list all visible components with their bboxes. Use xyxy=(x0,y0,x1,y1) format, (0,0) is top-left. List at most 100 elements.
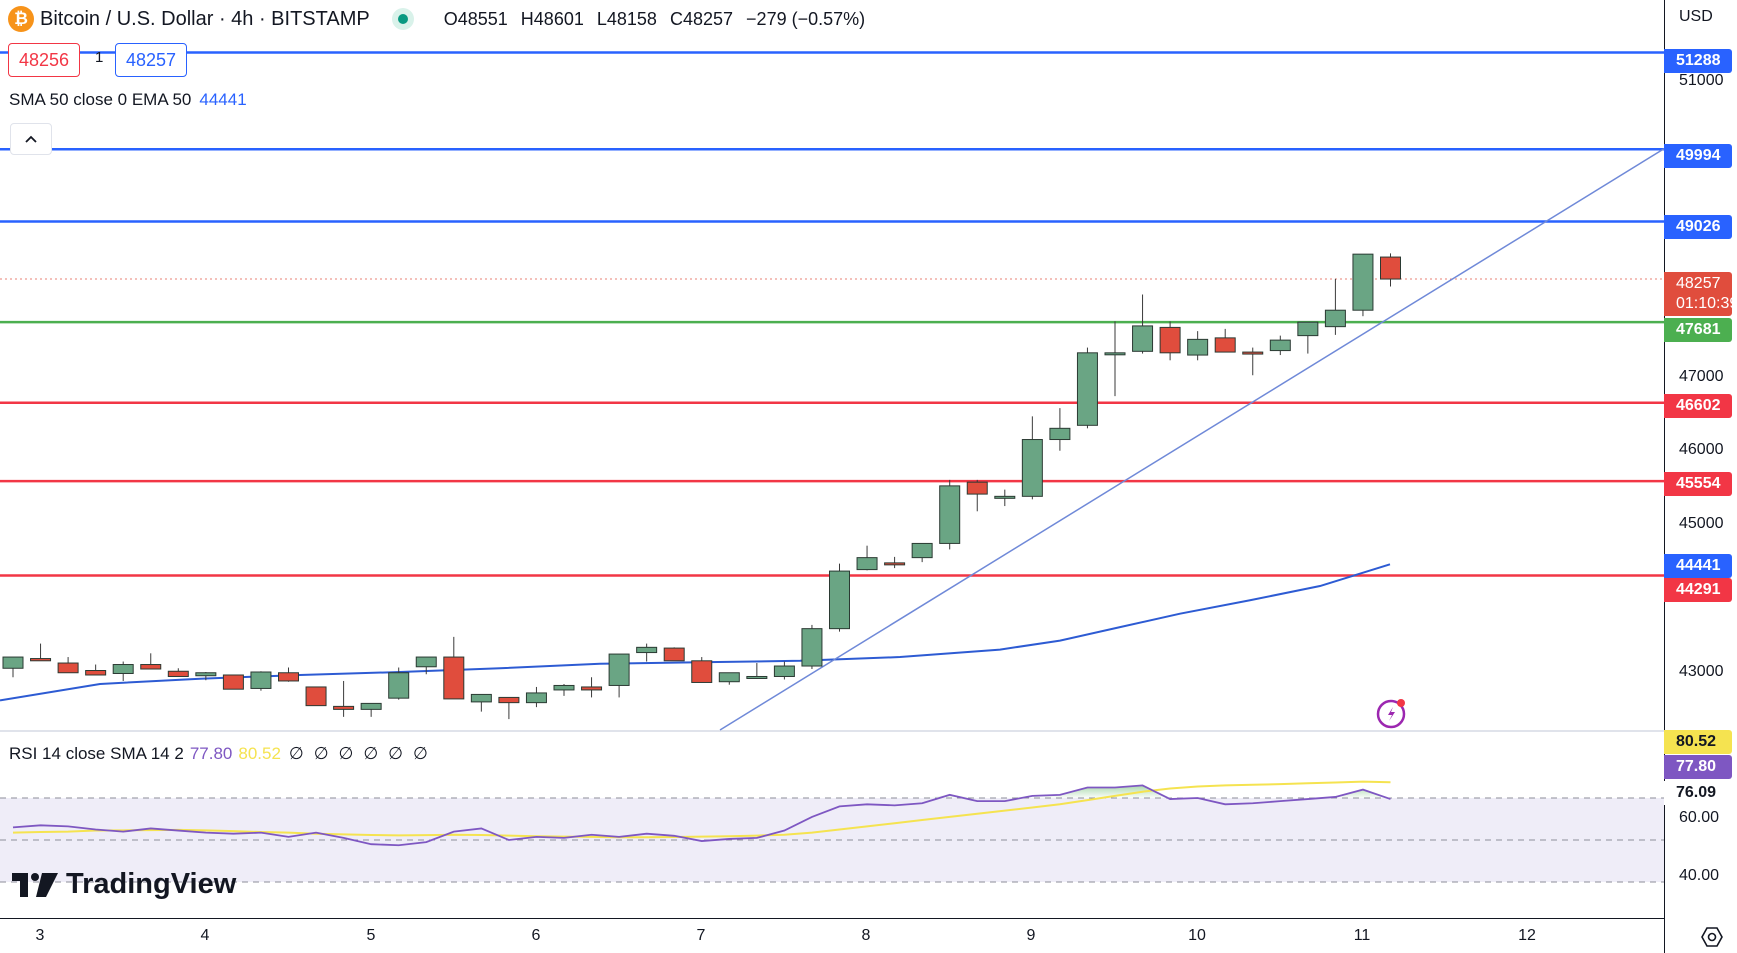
bullish-candle xyxy=(1352,253,1374,311)
rsi-sma-label: 80.52 xyxy=(1664,730,1732,754)
ohlc-open: O48551 xyxy=(443,8,508,29)
bullish-candle xyxy=(195,672,217,677)
tradingview-logo-text: TradingView xyxy=(66,868,237,900)
bullish-candle xyxy=(608,653,630,686)
symbol-header[interactable]: ₿ Bitcoin / U.S. Dollar · 4h · BITSTAMP … xyxy=(8,4,873,34)
tradingview-logo[interactable]: TradingView xyxy=(12,868,236,901)
bearish-candle xyxy=(1214,337,1236,353)
bearish-candle xyxy=(691,660,713,683)
price-label-text: 45554 xyxy=(1676,475,1721,492)
bullish-candle xyxy=(773,665,795,677)
bullish-candle xyxy=(2,656,24,669)
bearish-candle xyxy=(30,658,52,662)
price-label-pivot: 47681 xyxy=(1664,318,1732,342)
bullish-candle xyxy=(939,485,961,544)
bullish-candle xyxy=(1269,339,1291,352)
bullish-candle xyxy=(112,664,134,674)
bullish-candle xyxy=(1324,309,1346,328)
bullish-candle xyxy=(1132,325,1154,352)
bearish-candle xyxy=(966,481,988,495)
bullish-candle xyxy=(1297,321,1319,337)
price-label-text: 46602 xyxy=(1676,397,1721,414)
bullish-candle xyxy=(856,557,878,571)
bullish-candle xyxy=(1021,439,1043,497)
rsi-legend-extras: ∅∅∅∅∅∅ xyxy=(288,744,438,763)
chart-settings-icon[interactable] xyxy=(1700,925,1724,949)
rsi-tick: 60.00 xyxy=(1679,809,1720,826)
bullish-candle xyxy=(718,672,740,683)
flash-alert-icon[interactable] xyxy=(1376,695,1410,729)
buy-price-button[interactable]: 48257 xyxy=(115,43,188,77)
price-tick: 46000 xyxy=(1679,441,1724,458)
bullish-candle xyxy=(360,702,382,710)
currency-label[interactable]: USD xyxy=(1679,8,1713,25)
ema-legend-value: 44441 xyxy=(199,90,247,109)
bullish-candle xyxy=(525,692,547,704)
rsi-legend-label: RSI 14 close SMA 14 2 xyxy=(9,744,184,763)
time-tick: 9 xyxy=(1026,927,1036,944)
bearish-candle xyxy=(85,670,107,676)
bullish-candle xyxy=(911,542,933,559)
bearish-candle xyxy=(1159,326,1181,354)
rsi-label-text: 76.09 xyxy=(1676,784,1717,801)
rsi-sma-line xyxy=(12,780,1391,839)
ohlc-change: −279 (−0.57%) xyxy=(746,8,866,29)
bullish-candle xyxy=(415,656,437,668)
price-label-support: 44291 xyxy=(1664,578,1732,602)
bearish-candle xyxy=(140,664,162,670)
time-tick: 11 xyxy=(1353,927,1371,944)
price-label-support: 46602 xyxy=(1664,394,1732,418)
rsi-overbought-fill xyxy=(13,785,1391,798)
chevron-up-icon xyxy=(25,135,37,143)
bearish-candle xyxy=(167,670,189,677)
time-tick: 10 xyxy=(1188,927,1206,944)
bullish-candle xyxy=(553,684,575,691)
bullish-candle xyxy=(250,671,272,689)
bearish-candle xyxy=(443,656,465,700)
market-open-dot-icon xyxy=(391,8,414,30)
bearish-candle xyxy=(663,647,685,662)
rsi-label-text: 80.52 xyxy=(1676,733,1717,750)
rsi-indicator-legend[interactable]: RSI 14 close SMA 14 2 77.80 80.52 ∅∅∅∅∅∅ xyxy=(9,744,438,764)
price-label-text: 49026 xyxy=(1676,218,1721,235)
collapse-legend-button[interactable] xyxy=(10,123,52,155)
time-tick: 8 xyxy=(861,927,871,944)
time-axis[interactable]: 3 4 5 6 7 8 9 10 11 12 xyxy=(0,918,1664,953)
price-label-text: 49994 xyxy=(1676,147,1721,164)
bullish-candle xyxy=(1076,352,1098,426)
price-label-support: 45554 xyxy=(1664,472,1732,496)
current-price-text: 48257 xyxy=(1676,275,1721,292)
bullish-candle xyxy=(388,672,410,699)
time-tick: 5 xyxy=(366,927,376,944)
price-label-text: 51288 xyxy=(1676,52,1721,69)
rsi-label-text: 77.80 xyxy=(1676,758,1717,775)
rsi-marker-label: 76.09 xyxy=(1664,781,1732,805)
price-label-resistance: 51288 xyxy=(1664,49,1732,73)
bullish-candle xyxy=(1187,338,1209,356)
time-tick: 7 xyxy=(696,927,706,944)
ohlc-values: O48551 H48601 L48158 C48257 −279 (−0.57%… xyxy=(444,9,873,30)
price-chart-canvas[interactable] xyxy=(0,0,1664,918)
bullish-candle xyxy=(1049,427,1071,441)
tradingview-mark-icon xyxy=(12,872,58,897)
bitcoin-icon: ₿ xyxy=(8,6,34,32)
time-tick: 3 xyxy=(35,927,45,944)
spread-value: 1 xyxy=(95,49,104,66)
price-tick: 45000 xyxy=(1679,515,1724,532)
price-tick: 43000 xyxy=(1679,663,1724,680)
price-label-text: 44291 xyxy=(1676,581,1721,598)
bearish-candle xyxy=(222,674,244,690)
price-label-resistance: 49994 xyxy=(1664,144,1732,168)
sell-price-button[interactable]: 48256 xyxy=(8,43,81,77)
bearish-candle xyxy=(1380,256,1401,280)
symbol-title[interactable]: Bitcoin / U.S. Dollar · 4h · BITSTAMP xyxy=(40,7,370,30)
time-tick: 4 xyxy=(200,927,210,944)
ema-price-label: 44441 xyxy=(1664,554,1732,578)
bearish-candle xyxy=(57,662,79,674)
ema-indicator-legend[interactable]: SMA 50 close 0 EMA 50 44441 xyxy=(9,90,247,110)
bullish-candle xyxy=(636,646,658,654)
rsi-sma-legend-value: 80.52 xyxy=(238,744,281,763)
bar-countdown-text: 01:10:39 xyxy=(1676,295,1737,312)
rsi-line xyxy=(12,784,1391,847)
time-tick: 6 xyxy=(531,927,541,944)
